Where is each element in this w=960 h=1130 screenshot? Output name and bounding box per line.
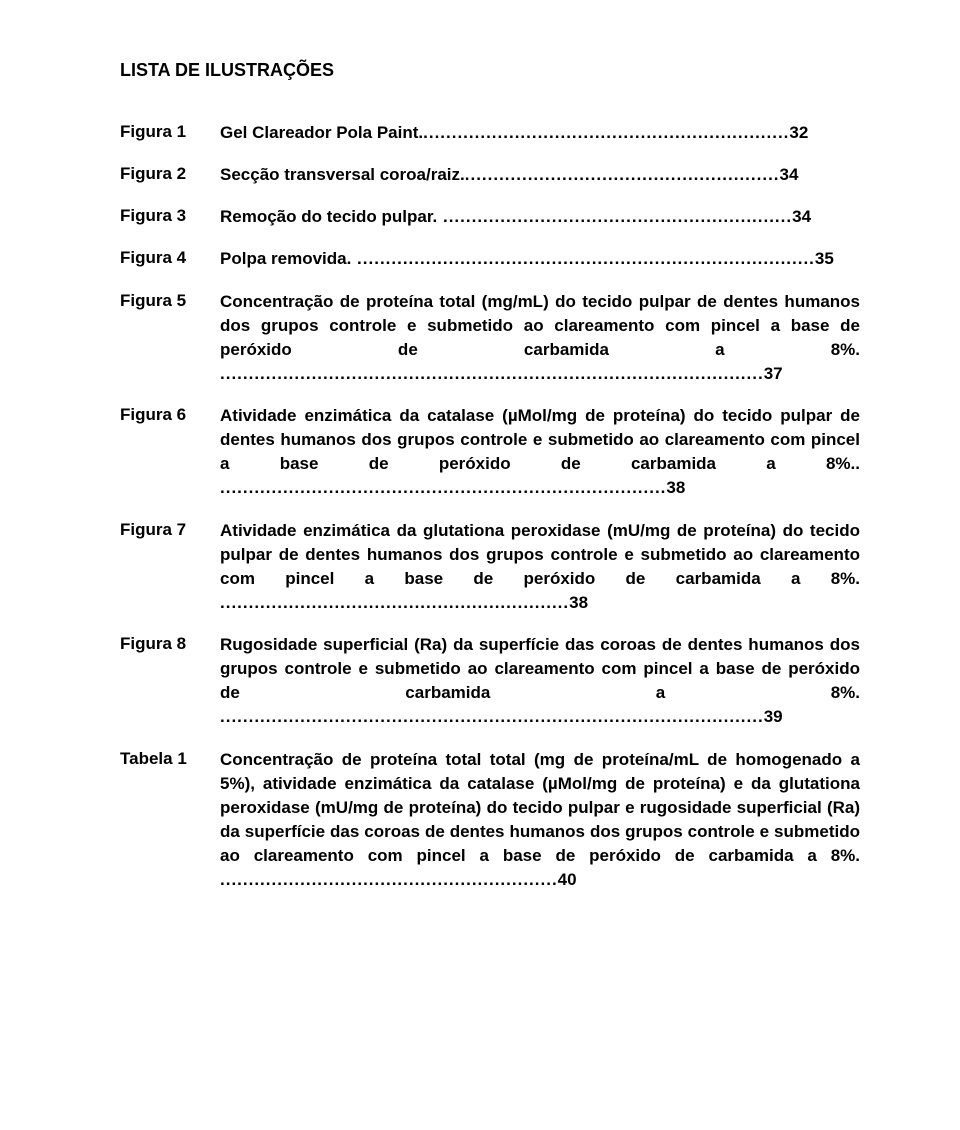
entry-label: Figura 4 (120, 247, 220, 268)
entry-leader-dots: ........................................… (423, 123, 789, 142)
entry-leader-dots: ........................................… (220, 478, 666, 497)
entry-page-number: 38 (666, 478, 685, 497)
entry-body: Atividade enzimática da catalase (µMol/m… (220, 404, 860, 501)
entry-text: Rugosidade superficial (Ra) da superfíci… (220, 635, 860, 702)
entry-body: Secção transversal coroa/raiz...........… (220, 163, 860, 187)
entries-list: Figura 1Gel Clareador Pola Paint........… (120, 121, 860, 892)
entry-text: Atividade enzimática da glutationa perox… (220, 521, 860, 588)
entry-body: Rugosidade superficial (Ra) da superfíci… (220, 633, 860, 730)
entry-label: Figura 2 (120, 163, 220, 184)
entry-body: Remoção do tecido pulpar. ..............… (220, 205, 860, 229)
entry-page-number: 35 (815, 249, 834, 268)
entry-text: Polpa removida. (220, 249, 351, 268)
list-entry: Figura 8Rugosidade superficial (Ra) da s… (120, 633, 860, 730)
entry-text: Concentração de proteína total (mg/mL) d… (220, 292, 860, 359)
entry-body: Gel Clareador Pola Paint................… (220, 121, 860, 145)
entry-text: Gel Clareador Pola Paint. (220, 123, 423, 142)
entry-page-number: 34 (792, 207, 811, 226)
entry-leader-dots: ........................................… (220, 870, 558, 889)
entry-leader-dots: ........................................… (220, 707, 764, 726)
entry-label: Figura 3 (120, 205, 220, 226)
entry-page-number: 34 (780, 165, 799, 184)
list-entry: Figura 7Atividade enzimática da glutatio… (120, 519, 860, 616)
document-page: LISTA DE ILUSTRAÇÕES Figura 1Gel Claread… (0, 0, 960, 960)
entry-body: Concentração de proteína total total (mg… (220, 748, 860, 893)
list-entry: Figura 2Secção transversal coroa/raiz...… (120, 163, 860, 187)
entry-text: Atividade enzimática da catalase (µMol/m… (220, 406, 860, 473)
entry-page-number: 37 (764, 364, 783, 383)
page-title: LISTA DE ILUSTRAÇÕES (120, 60, 860, 81)
entry-label: Figura 8 (120, 633, 220, 654)
entry-body: Polpa removida. ........................… (220, 247, 860, 271)
entry-page-number: 39 (764, 707, 783, 726)
entry-leader-dots: ........................................… (351, 249, 815, 268)
entry-label: Figura 6 (120, 404, 220, 425)
entry-label: Figura 7 (120, 519, 220, 540)
list-entry: Figura 4Polpa removida. ................… (120, 247, 860, 271)
entry-text: Remoção do tecido pulpar. (220, 207, 437, 226)
entry-leader-dots: ........................................… (220, 593, 569, 612)
entry-leader-dots: ........................................… (465, 165, 780, 184)
entry-page-number: 38 (569, 593, 588, 612)
entry-body: Atividade enzimática da glutationa perox… (220, 519, 860, 616)
list-entry: Figura 6Atividade enzimática da catalase… (120, 404, 860, 501)
list-entry: Figura 5Concentração de proteína total (… (120, 290, 860, 387)
entry-label: Figura 1 (120, 121, 220, 142)
entry-page-number: 32 (789, 123, 808, 142)
list-entry: Tabela 1Concentração de proteína total t… (120, 748, 860, 893)
entry-text: Secção transversal coroa/raiz. (220, 165, 465, 184)
list-entry: Figura 3Remoção do tecido pulpar. ......… (120, 205, 860, 229)
entry-label: Figura 5 (120, 290, 220, 311)
entry-text: Concentração de proteína total total (mg… (220, 750, 860, 866)
entry-leader-dots: ........................................… (220, 364, 764, 383)
entry-label: Tabela 1 (120, 748, 220, 769)
entry-leader-dots: ........................................… (437, 207, 792, 226)
entry-page-number: 40 (558, 870, 577, 889)
entry-body: Concentração de proteína total (mg/mL) d… (220, 290, 860, 387)
list-entry: Figura 1Gel Clareador Pola Paint........… (120, 121, 860, 145)
